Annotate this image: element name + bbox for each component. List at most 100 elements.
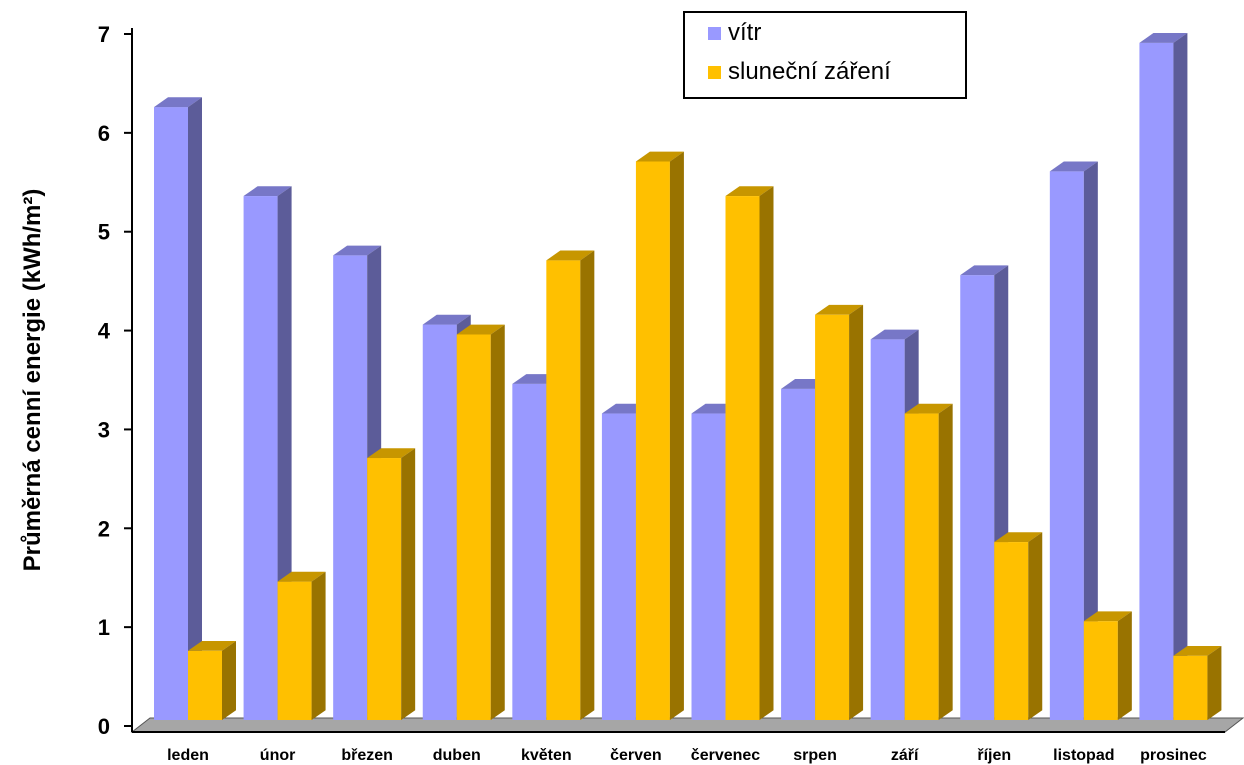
x-tick-label: leden (167, 747, 209, 764)
bar-top (815, 304, 864, 315)
bar-front (1049, 171, 1084, 721)
bar-side (1028, 532, 1043, 720)
x-tick-label: březen (341, 747, 393, 764)
bar-solar (635, 151, 684, 720)
y-tick-label: 3 (98, 417, 110, 442)
x-tick-label: září (891, 747, 919, 764)
bar-top (333, 245, 382, 256)
bar-front (333, 255, 368, 720)
bar-side (669, 151, 684, 720)
bar-front (512, 383, 547, 720)
bar-front (904, 413, 939, 720)
bar-top (1049, 161, 1098, 172)
bar-front (422, 324, 457, 720)
bar-side (849, 304, 864, 720)
bar-side (759, 186, 774, 720)
bar-side (938, 403, 953, 720)
x-tick-label: květen (521, 747, 572, 764)
bar-side (1207, 645, 1222, 720)
bar-top (994, 532, 1043, 543)
bar-solar (815, 304, 864, 720)
bars (154, 33, 1222, 721)
bar-front (815, 314, 850, 720)
bar-solar (367, 448, 416, 720)
bar-front (781, 388, 816, 720)
bar-solar (904, 403, 953, 720)
x-tick-label: říjen (977, 747, 1011, 764)
bar-top (456, 324, 505, 335)
bar-top (1139, 33, 1188, 43)
bar-solar (725, 186, 774, 721)
bar-top (1083, 611, 1132, 622)
bar-front (456, 334, 491, 720)
x-tick-label: listopad (1053, 747, 1114, 764)
y-axis-label: Průměrná cenní energie (kWh/m²) (19, 189, 46, 572)
bar-front (691, 413, 726, 720)
bar-front (188, 650, 222, 720)
bar-front (1139, 42, 1174, 721)
bar-solar (1083, 611, 1132, 720)
bar-wind (154, 97, 202, 721)
y-tick-label: 1 (98, 615, 110, 640)
bar-solar (546, 250, 595, 720)
y-tick-label: 2 (98, 516, 110, 541)
bar-solar (188, 641, 236, 720)
bar-side (1173, 33, 1188, 721)
legend: vítr sluneční záření (683, 11, 967, 99)
legend-swatch-wind (708, 27, 721, 40)
x-tick-label: únor (260, 747, 296, 764)
y-tick-label: 7 (98, 22, 110, 47)
bar-front (994, 542, 1029, 720)
bar-top (367, 448, 416, 459)
bar-top (277, 571, 326, 582)
bar-front (1083, 621, 1118, 720)
legend-swatch-solar (708, 66, 721, 79)
bar-wind (1049, 161, 1098, 721)
legend-box (683, 11, 967, 99)
bar-top (422, 314, 471, 325)
bar-top (243, 186, 292, 197)
bar-front (725, 196, 760, 721)
bar-side (311, 571, 326, 720)
bar-top (154, 97, 202, 108)
y-axis: 0 1 2 3 4 5 6 7 (98, 22, 133, 739)
bar-front (243, 196, 278, 721)
bar-front (154, 107, 188, 721)
x-tick-label: duben (433, 747, 481, 764)
y-tick-label: 6 (98, 121, 110, 146)
bar-top (870, 329, 919, 340)
bar-top (635, 151, 684, 162)
bar-wind (243, 186, 292, 721)
bar-solar (456, 324, 505, 720)
bar-side (490, 324, 505, 720)
bar-front (277, 581, 312, 720)
bar-side (222, 641, 236, 720)
bar-side (188, 97, 202, 721)
category-labels: leden únor březen duben květen červen červenec… (167, 747, 1207, 764)
bar-front (367, 458, 402, 720)
legend-label-solar: sluneční záření (728, 58, 891, 85)
legend-label-wind: vítr (728, 19, 761, 46)
x-tick-label: červenec (691, 747, 760, 764)
bar-side (1117, 611, 1132, 720)
bar-top (725, 186, 774, 197)
bar-top (960, 265, 1009, 276)
y-tick-label: 0 (98, 714, 110, 739)
y-tick-label: 4 (98, 319, 111, 344)
bar-solar (277, 571, 326, 720)
bar-solar (994, 532, 1043, 720)
chart-floor (130, 717, 1244, 733)
bar-side (580, 250, 595, 720)
bar-solar (1173, 645, 1222, 720)
bar-side (1083, 161, 1098, 721)
bar-top (188, 641, 236, 651)
bar-front (635, 161, 670, 720)
bar-front (601, 413, 636, 720)
floor-plane (130, 717, 1244, 733)
bar-front (546, 260, 581, 720)
bar-front (870, 339, 905, 720)
y-tick-label: 5 (98, 220, 110, 245)
bar-top (1173, 645, 1222, 656)
bar-wind (1139, 33, 1188, 721)
